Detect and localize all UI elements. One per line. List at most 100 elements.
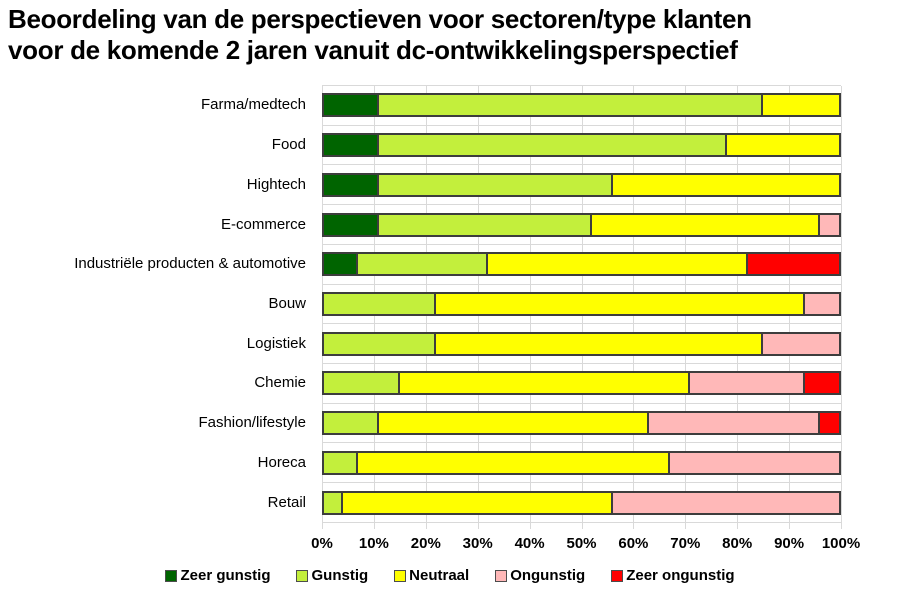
plot-area (322, 85, 842, 529)
category-label: Farma/medtech (200, 96, 306, 114)
bar-row (322, 483, 841, 523)
stacked-bar (322, 93, 841, 118)
legend-item: Zeer ongunstig (611, 567, 735, 584)
legend-swatch (611, 569, 624, 582)
bar-segment-neutraal (436, 331, 764, 356)
x-axis: 0% 10% 20% 30% 40% 50% 60% 70% 80% 90% 100% (0, 530, 900, 554)
x-tick-label: 50% (566, 535, 597, 552)
bar-segment-ongunstig (648, 411, 821, 436)
bar-segment-neutraal (726, 133, 841, 158)
category-label: Retail (267, 493, 306, 511)
category-label: Industriële producten & automotive (74, 255, 306, 273)
x-tick-label: 60% (618, 535, 649, 552)
stacked-bar (322, 371, 841, 396)
bar-row (322, 205, 841, 245)
bar-segment-gunstig (358, 252, 489, 277)
bar-row (322, 165, 841, 206)
bar-segment-neutraal (591, 212, 821, 237)
x-tick-label: 70% (670, 535, 701, 552)
bar-segment-gunstig (379, 93, 764, 118)
x-tick-label: 80% (722, 535, 753, 552)
bar-row (322, 324, 841, 365)
gridline (841, 86, 842, 529)
category-axis: Farma/medtech Food Hightech E-commerce Indus… (0, 85, 314, 522)
category-label: Fashion/lifestyle (198, 414, 306, 432)
bar-segment-ongunstig (820, 212, 841, 237)
stacked-bar (322, 490, 841, 515)
bar-row (322, 285, 841, 325)
legend-swatch (165, 569, 178, 582)
stacked-bar (322, 133, 841, 158)
x-tick-label: 100% (821, 535, 861, 552)
bar-segment-zeer-gunstig (322, 172, 380, 197)
bar-segment-ongunstig (804, 291, 841, 316)
legend: Zeer gunstig Gunstig Neutraal Ongunstig Zeer… (0, 567, 900, 584)
x-tick-label: 30% (462, 535, 493, 552)
legend-item: Neutraal (394, 567, 469, 584)
stacked-bar (322, 291, 841, 316)
category-label: Logistiek (246, 334, 306, 352)
bar-segment-neutraal (612, 172, 841, 197)
category-label: E-commerce (220, 215, 306, 233)
bar-segment-zeer-ongunstig (747, 252, 841, 277)
bar-row (322, 126, 841, 166)
bar-segment-neutraal (488, 252, 748, 277)
legend-item: Zeer gunstig (165, 567, 270, 584)
category-label: Hightech (246, 175, 306, 193)
bar-segment-zeer-ongunstig (804, 371, 841, 396)
stacked-bar (322, 450, 841, 475)
bar-segment-ongunstig (669, 450, 841, 475)
bar-segment-ongunstig (763, 331, 841, 356)
legend-label: Gunstig (311, 567, 369, 584)
legend-swatch (495, 569, 508, 582)
bar-segment-ongunstig (612, 490, 841, 515)
x-tick-label: 0% (311, 535, 333, 552)
bar-segment-neutraal (358, 450, 670, 475)
bar-segment-ongunstig (690, 371, 805, 396)
legend-label: Neutraal (409, 567, 470, 584)
x-tick-label: 90% (774, 535, 805, 552)
bar-row (322, 245, 841, 285)
bar-segment-gunstig (322, 331, 437, 356)
stacked-bar (322, 212, 841, 237)
x-tick-label: 20% (410, 535, 441, 552)
bar-segment-gunstig (379, 133, 727, 158)
bar-segment-neutraal (763, 93, 841, 118)
bar-segment-neutraal (342, 490, 613, 515)
category-label: Horeca (257, 453, 306, 471)
legend-item: Gunstig (296, 567, 368, 584)
legend-label: Zeer ongunstig (626, 567, 735, 584)
chart-title-line-2: voor de komende 2 jaren vanuit dc-ontwik… (8, 35, 738, 65)
bar-segment-gunstig (322, 490, 343, 515)
bar-segment-zeer-gunstig (322, 252, 359, 277)
bar-segment-gunstig (322, 411, 380, 436)
bar-row (322, 404, 841, 444)
legend-item: Ongunstig (495, 567, 585, 584)
legend-label: Ongunstig (510, 567, 586, 584)
legend-label: Zeer gunstig (180, 567, 271, 584)
stacked-bar (322, 172, 841, 197)
stacked-bar (322, 411, 841, 436)
chart-title: Beoordeling van de perspectieven voor se… (8, 4, 894, 66)
bar-row (322, 86, 841, 126)
category-label: Bouw (268, 294, 306, 312)
legend-swatch (296, 569, 309, 582)
category-label: Food (271, 136, 306, 154)
bar-segment-zeer-gunstig (322, 93, 380, 118)
bar-segment-neutraal (436, 291, 805, 316)
bar-row (322, 364, 841, 404)
bar-segment-neutraal (379, 411, 649, 436)
category-label: Chemie (254, 374, 306, 392)
bar-segment-gunstig (322, 371, 400, 396)
bar-segment-gunstig (379, 172, 613, 197)
stacked-bar (322, 331, 841, 356)
x-tick-label: 10% (358, 535, 389, 552)
bar-segment-gunstig (379, 212, 592, 237)
bar-segment-neutraal (399, 371, 691, 396)
legend-swatch (394, 569, 407, 582)
bar-segment-zeer-ongunstig (820, 411, 841, 436)
chart-title-line-1: Beoordeling van de perspectieven voor se… (8, 4, 752, 34)
bar-segment-gunstig (322, 291, 437, 316)
bar-row (322, 443, 841, 484)
